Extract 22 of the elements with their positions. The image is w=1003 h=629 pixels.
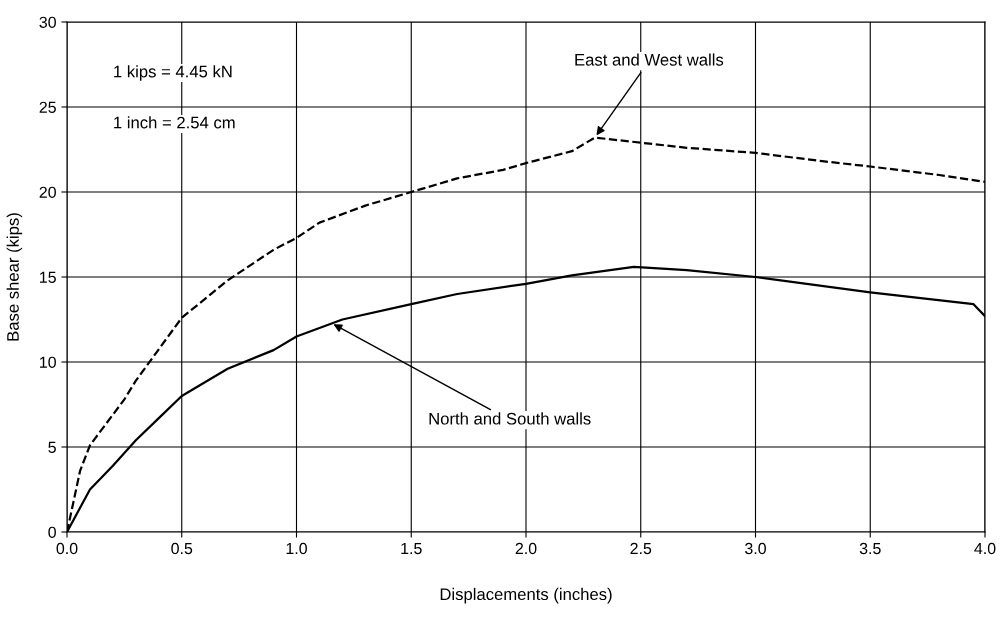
annotation: 1 inch = 2.54 cm	[114, 116, 235, 129]
x-tick-label: 3.0	[745, 542, 766, 555]
y-tick-label: 15	[40, 271, 56, 283]
y-tick-label: 25	[39, 101, 56, 113]
x-tick-label: 0.5	[171, 542, 193, 555]
x-tick-label: 1.0	[286, 542, 307, 555]
y-tick-label: 0	[48, 526, 56, 538]
y-axis-title: Base shear (kips)	[6, 213, 23, 341]
x-tick-label: 1.5	[401, 543, 422, 555]
x-tick-label: 4.0	[974, 542, 996, 555]
annotation: 1 kips = 4.45 kN	[114, 65, 232, 81]
x-tick-label: 0.0	[56, 542, 78, 555]
x-axis-title: Displacements (inches)	[440, 587, 612, 604]
y-tick-label: 10	[40, 356, 56, 368]
x-tick-label: 3.5	[859, 542, 881, 555]
annotation: North and South walls	[429, 412, 591, 425]
x-tick-label: 2.0	[515, 542, 537, 555]
y-tick-label: 30	[39, 16, 56, 28]
y-tick-label: 5	[48, 441, 56, 453]
y-tick-label: 20	[39, 186, 56, 198]
x-tick-label: 2.5	[630, 542, 652, 555]
annotation: East and West walls	[575, 53, 724, 66]
